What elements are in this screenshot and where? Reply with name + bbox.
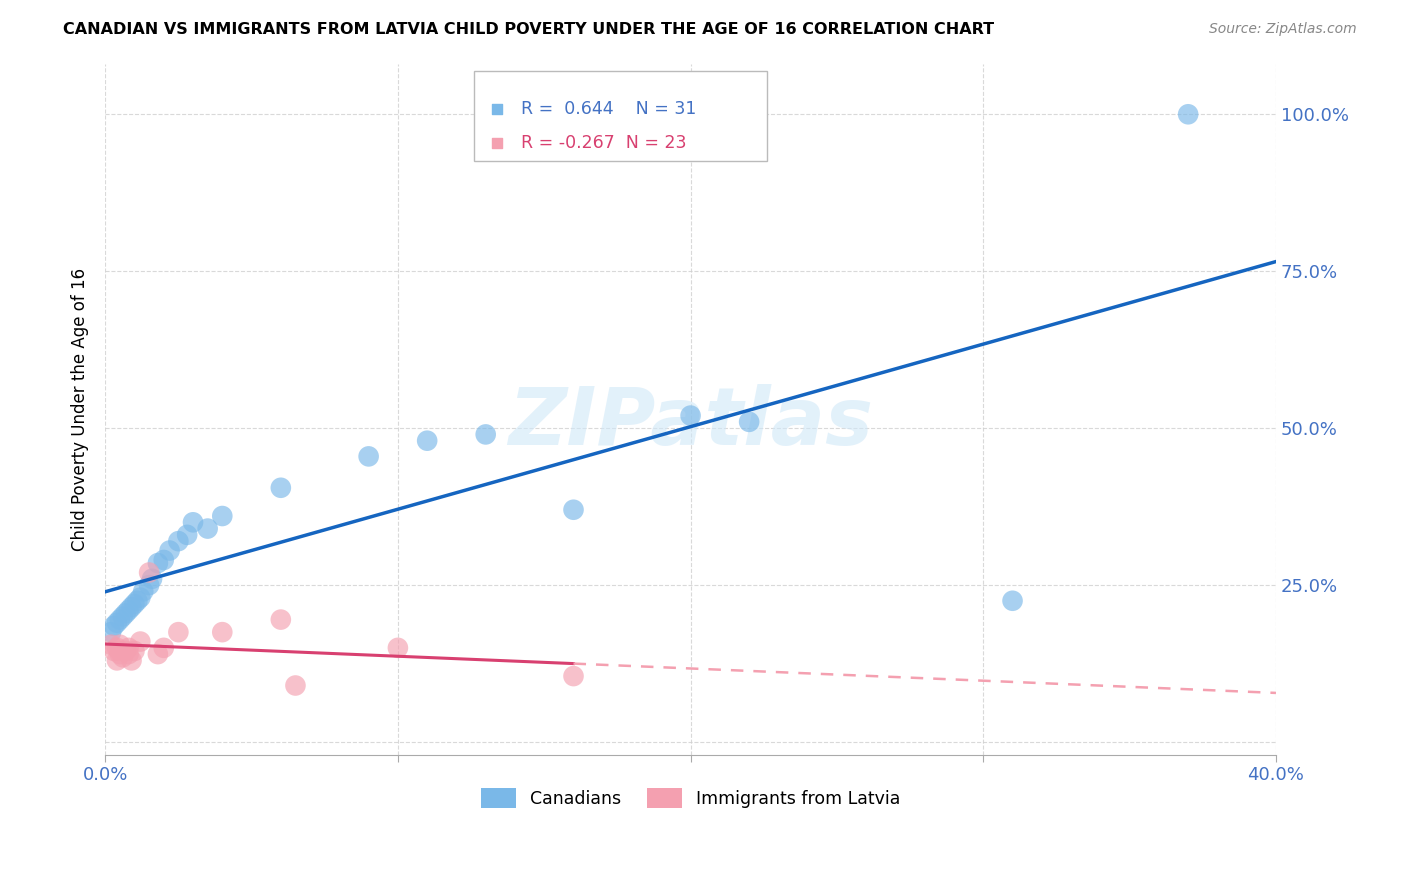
Point [1001,594,1024,608]
Point [146,647,169,661]
Point [197,522,219,536]
Point [387,640,409,655]
Point [117,647,139,661]
Point [152,640,174,655]
Point [121,653,143,667]
Point [357,450,380,464]
Point [129,591,152,605]
Point [270,613,292,627]
Point [138,578,160,592]
Point [105,653,128,667]
Point [121,600,143,615]
Point [108,638,131,652]
Point [167,534,190,549]
Text: ZIPatlas: ZIPatlas [508,384,873,462]
Point [100,625,122,640]
Point [474,427,496,442]
Point [124,644,146,658]
Point [738,415,761,429]
Point [111,609,134,624]
Point [108,647,131,661]
Point [114,644,136,658]
Point [108,644,131,658]
Point [176,528,198,542]
Point [114,607,136,621]
Point [1074,179,1097,194]
Point [270,481,292,495]
Text: R =  0.644    N = 31: R = 0.644 N = 31 [520,100,696,118]
Point [108,613,131,627]
Point [284,679,307,693]
Point [132,584,155,599]
Y-axis label: Child Poverty Under the Age of 16: Child Poverty Under the Age of 16 [72,268,89,551]
Point [159,543,181,558]
Point [146,556,169,570]
Point [679,409,702,423]
Text: CANADIAN VS IMMIGRANTS FROM LATVIA CHILD POVERTY UNDER THE AGE OF 16 CORRELATION: CANADIAN VS IMMIGRANTS FROM LATVIA CHILD… [63,22,994,37]
Point [103,644,125,658]
Point [141,572,163,586]
Point [105,615,128,630]
Point [100,638,122,652]
Text: R = -0.267  N = 23: R = -0.267 N = 23 [520,135,686,153]
Text: Source: ZipAtlas.com: Source: ZipAtlas.com [1209,22,1357,37]
Point [562,502,585,516]
Point [152,553,174,567]
Point [211,508,233,523]
Point [117,640,139,655]
Point [562,669,585,683]
Point [129,634,152,648]
Point [211,625,233,640]
Point [103,619,125,633]
Point [127,594,149,608]
Point [1074,148,1097,162]
Point [167,625,190,640]
Legend: Canadians, Immigrants from Latvia: Canadians, Immigrants from Latvia [474,781,907,815]
Point [138,566,160,580]
Point [181,516,204,530]
Point [124,597,146,611]
Point [1177,107,1199,121]
Point [416,434,439,448]
Point [111,650,134,665]
Point [117,603,139,617]
Bar [474,71,766,161]
Point [105,640,128,655]
